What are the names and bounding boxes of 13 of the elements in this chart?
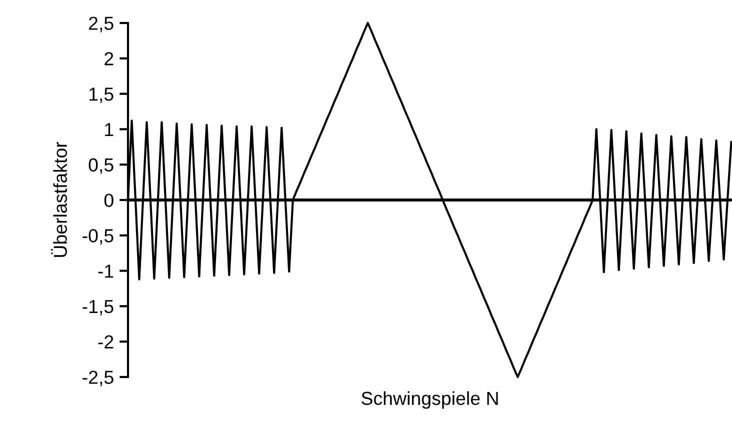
y-tick-label: 0,5 — [88, 158, 114, 174]
y-tick-label: 1,5 — [89, 88, 114, 103]
y-tick-label: 2 — [104, 52, 114, 66]
y-tick-label: 2,5 — [88, 16, 114, 32]
x-axis-title: Schwingspiele N — [362, 391, 498, 409]
y-tick-label: -2 — [98, 335, 114, 348]
y-tick-label: -2,5 — [82, 370, 114, 386]
y-tick-label: 1 — [105, 123, 114, 136]
y-tick-label: -1 — [98, 264, 114, 278]
y-tick-label: 0 — [104, 194, 114, 207]
y-tick-label: -1,5 — [82, 300, 114, 316]
y-axis-title: Überlastfaktor — [51, 142, 67, 257]
y-tick-label: -0,5 — [82, 229, 114, 245]
